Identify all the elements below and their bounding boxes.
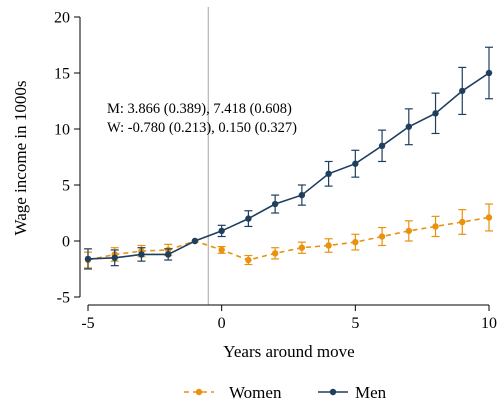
annotation-women: W: -0.780 (0.213), 0.150 (0.327): [107, 120, 297, 136]
data-point-men: [405, 123, 412, 130]
data-point-men: [138, 251, 145, 258]
data-point-men: [191, 237, 199, 245]
annotations: M: 3.866 (0.389), 7.418 (0.608) W: -0.78…: [107, 101, 297, 136]
legend-item-women: Women: [184, 383, 282, 402]
y-tick-label: -5: [57, 290, 70, 307]
plot-area: [84, 7, 493, 305]
data-point-women: [218, 246, 225, 254]
y-tick-label: 10: [54, 122, 70, 139]
legend-label-women: Women: [229, 383, 282, 402]
legend: Women Men: [184, 383, 387, 402]
data-point-women: [432, 223, 439, 230]
data-point-men: [325, 170, 332, 177]
data-point-women: [245, 256, 252, 264]
data-point-men: [84, 255, 92, 263]
axes: -5 0 5 10 15 20 -5 0 5 10: [54, 10, 497, 333]
axis-labels: Years around move Wage income in 1000s: [11, 81, 355, 361]
legend-item-men: Men: [318, 383, 387, 402]
data-point-women: [298, 244, 306, 251]
legend-label-men: Men: [355, 383, 387, 402]
y-tick-label: 5: [62, 178, 70, 195]
series-women: [84, 203, 493, 269]
annotation-men: M: 3.866 (0.389), 7.418 (0.608): [107, 101, 292, 117]
x-tick-label: 5: [351, 315, 359, 332]
y-tick-label: 0: [62, 234, 70, 251]
y-tick-label: 20: [54, 10, 70, 27]
x-tick-label: -5: [81, 315, 94, 332]
data-point-women: [378, 233, 386, 240]
data-point-women: [325, 242, 332, 249]
data-point-men: [245, 215, 252, 222]
y-axis-label: Wage income in 1000s: [11, 81, 30, 236]
x-tick-label: 0: [218, 315, 226, 332]
y-tick-label: 15: [54, 66, 70, 83]
data-point-women: [405, 227, 412, 235]
data-point-men: [352, 160, 359, 167]
x-tick-label: 10: [481, 315, 497, 332]
data-point-women: [271, 250, 279, 257]
x-axis-label: Years around move: [223, 342, 354, 361]
legend-marker-men: [329, 388, 337, 396]
series-line-men: [87, 72, 490, 260]
data-point-women: [485, 214, 493, 221]
data-point-men: [432, 110, 439, 117]
data-point-men: [378, 142, 386, 149]
data-point-men: [218, 227, 225, 235]
data-point-men: [271, 200, 279, 208]
data-point-men: [165, 251, 172, 258]
data-point-men: [485, 69, 493, 77]
data-point-women: [459, 218, 466, 226]
data-point-men: [459, 87, 466, 95]
data-point-men: [111, 254, 118, 261]
legend-marker-women: [195, 388, 203, 396]
data-point-men: [298, 191, 306, 199]
series-line-women: [87, 216, 490, 261]
data-point-women: [352, 238, 359, 246]
series-men: [84, 46, 493, 270]
